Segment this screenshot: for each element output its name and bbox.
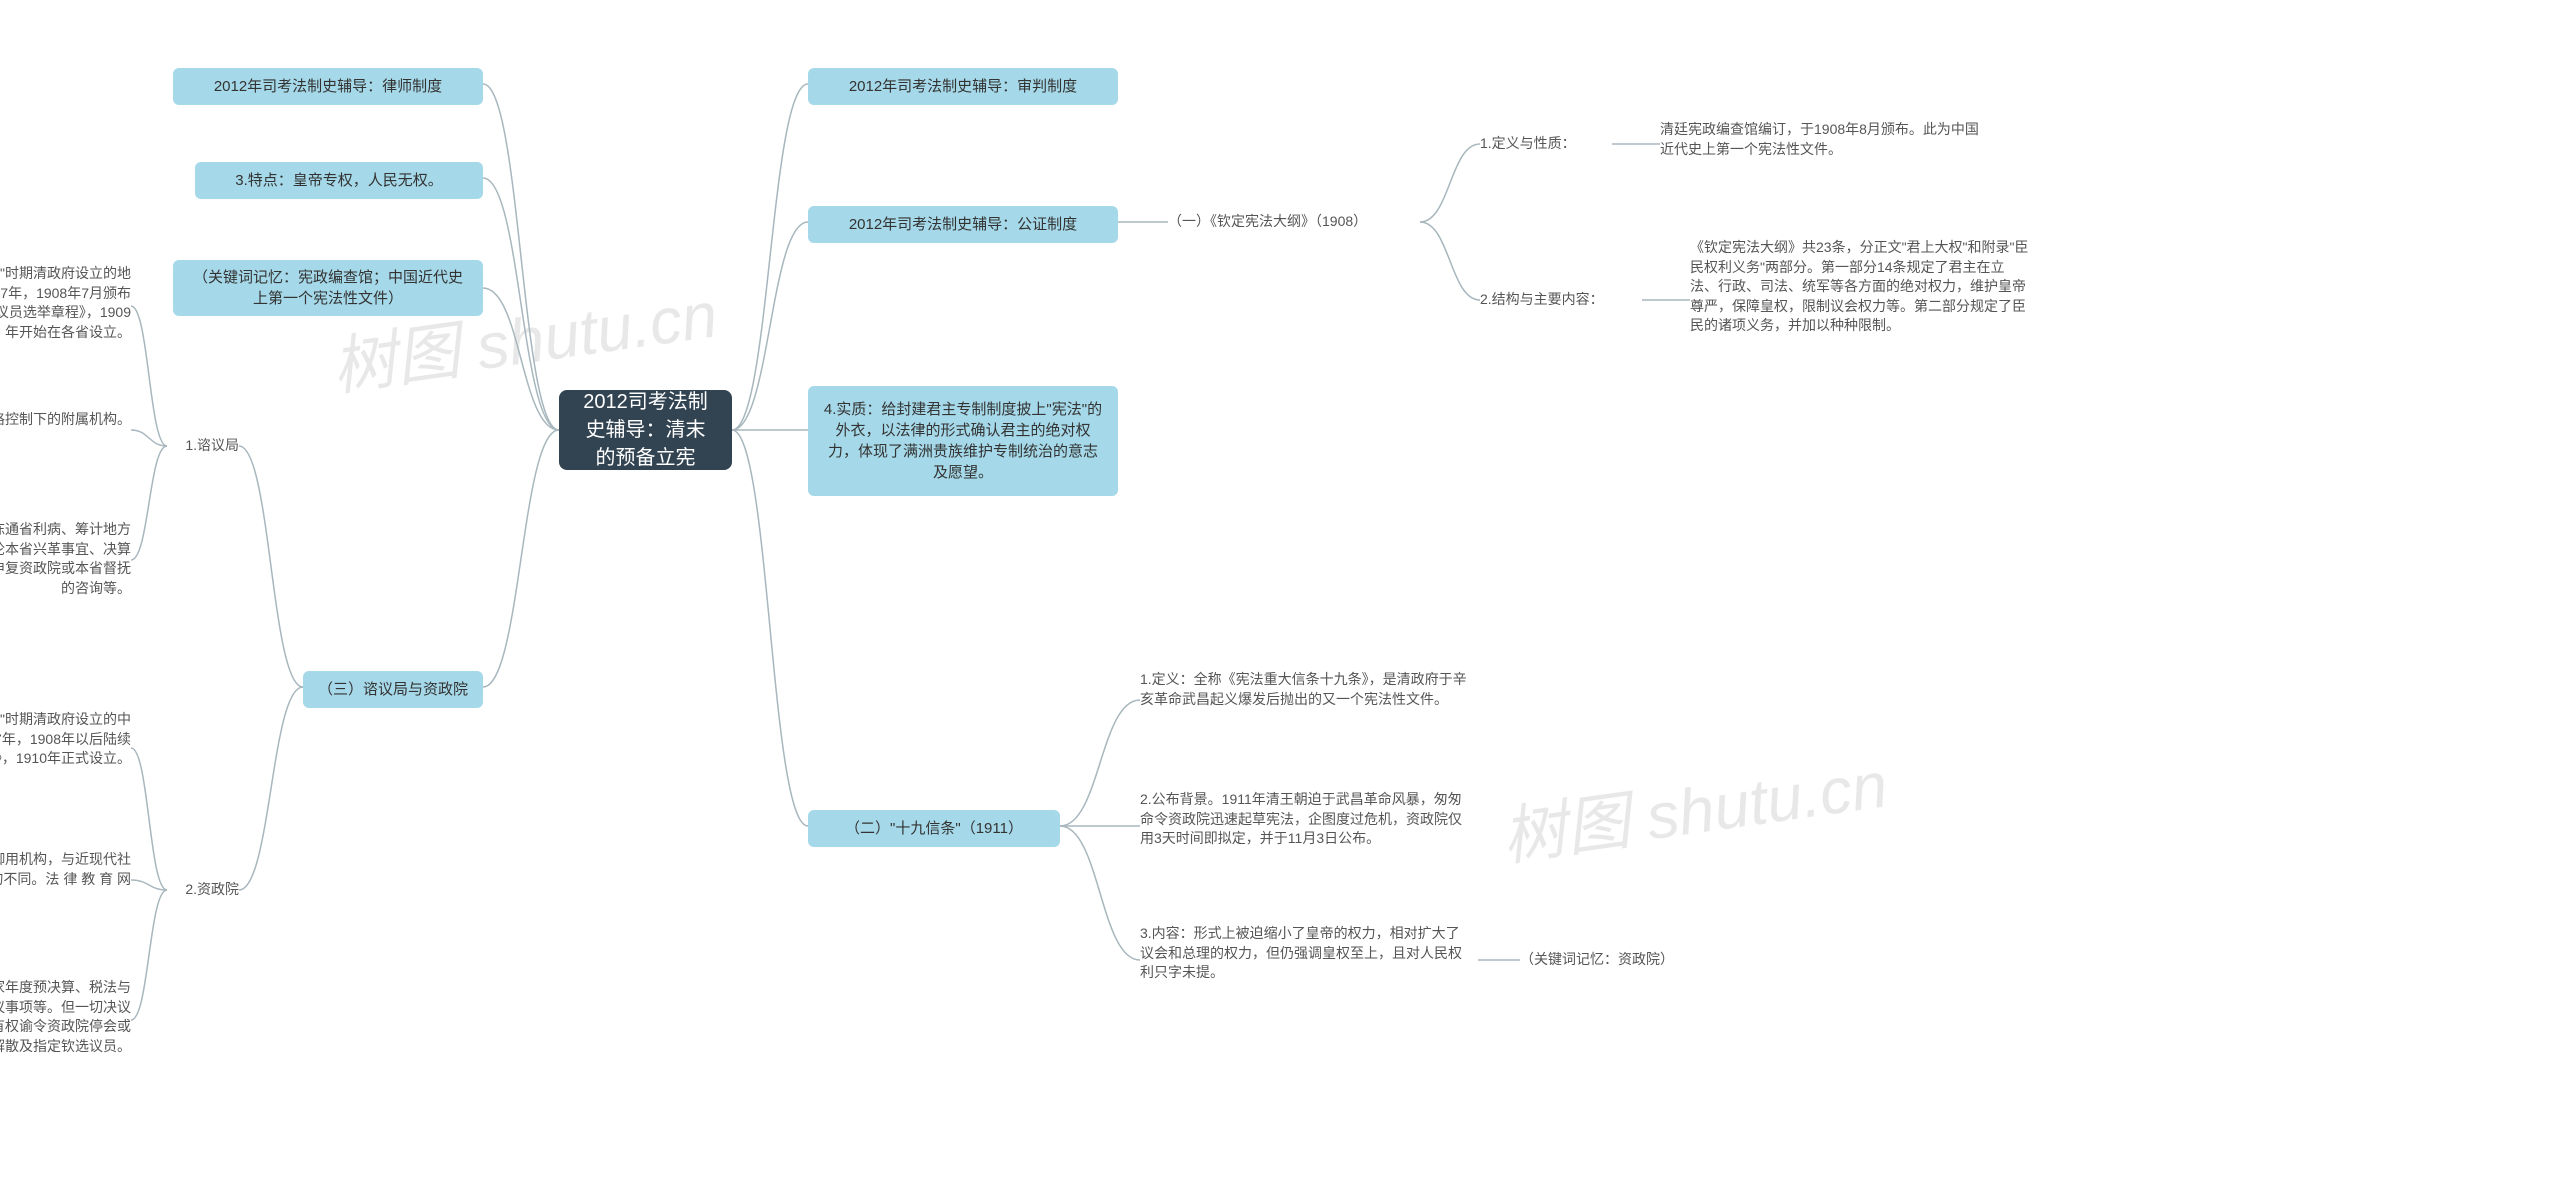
zzy-content: （3）内容：可以"议决"国家年度预决算、税法与公债，以及其余奉"特旨"交议事项等… — [0, 978, 131, 1056]
ziyiju-def: （1）定义：清末"预备立宪"时期清政府设立的地方咨询机关。筹建于1907年，19… — [0, 264, 131, 342]
right-trial-system[interactable]: 2012年司考法制史辅导：审判制度 — [808, 68, 1118, 105]
nineteen-def: 1.定义：全称《宪法重大信条十九条》，是清政府于辛亥革命武昌起义爆发后抛出的又一… — [1140, 670, 1470, 709]
ziyiju-scope: （3）宗旨、权限：以"指陈通省利病、筹计地方治安"为宗旨。权限包括讨论本省兴革事… — [0, 520, 131, 598]
left-features[interactable]: 3.特点：皇帝专权，人民无权。 — [195, 162, 483, 199]
zzy-nature: （2）性质：是承旨办事的御用机构，与近现代社会的国家议会有根本性的不同。法 律 … — [0, 850, 131, 889]
right-nineteen-articles[interactable]: （二）"十九信条"（1911） — [808, 810, 1060, 847]
left-councils[interactable]: （三）谘议局与资政院 — [303, 671, 483, 708]
ziyiju-essence: （2）实质：各省督抚严格控制下的附属机构。 — [0, 410, 131, 430]
left-lawyer-system[interactable]: 2012年司考法制史辅导：律师制度 — [173, 68, 483, 105]
qinding-struct-detail: 《钦定宪法大纲》共23条，分正文"君上大权"和附录"臣民权利义务"两部分。第一部… — [1690, 238, 2030, 336]
nineteen-keyword: （关键词记忆：资政院） — [1520, 950, 1720, 970]
ziyiju-label: 1.谘议局 — [167, 436, 239, 456]
zizhengyuan-label: 2.资政院 — [167, 880, 239, 900]
qinding-def-label: 1.定义与性质： — [1480, 134, 1612, 154]
qinding-struct-label: 2.结构与主要内容： — [1480, 290, 1642, 310]
nineteen-background: 2.公布背景。1911年清王朝迫于武昌革命风暴，匆匆命令资政院迅速起草宪法，企图… — [1140, 790, 1470, 849]
mindmap-canvas: 树图 shutu.cn 树图 shutu.cn — [0, 0, 2560, 1202]
nineteen-content: 3.内容：形式上被迫缩小了皇帝的权力，相对扩大了议会和总理的权力，但仍强调皇权至… — [1140, 924, 1470, 983]
root-node[interactable]: 2012司考法制史辅导：清末的预备立宪 — [559, 390, 732, 470]
zzy-def: （1）定义：清末"预备立宪"时期清政府设立的中央咨询机构。筹建始于1907年，1… — [0, 710, 131, 769]
qinding-def-detail: 清廷宪政编查馆编订，于1908年8月颁布。此为中国近代史上第一个宪法性文件。 — [1660, 120, 1990, 159]
left-keywords[interactable]: （关键词记忆：宪政编查馆；中国近代史上第一个宪法性文件） — [173, 260, 483, 316]
watermark: 树图 shutu.cn — [1495, 733, 1892, 878]
qinding-outline-label: （一）《钦定宪法大纲》（1908） — [1168, 212, 1420, 232]
right-essence[interactable]: 4.实质：给封建君主专制制度披上"宪法"的外衣，以法律的形式确认君主的绝对权力，… — [808, 386, 1118, 496]
right-notary-system[interactable]: 2012年司考法制史辅导：公证制度 — [808, 206, 1118, 243]
